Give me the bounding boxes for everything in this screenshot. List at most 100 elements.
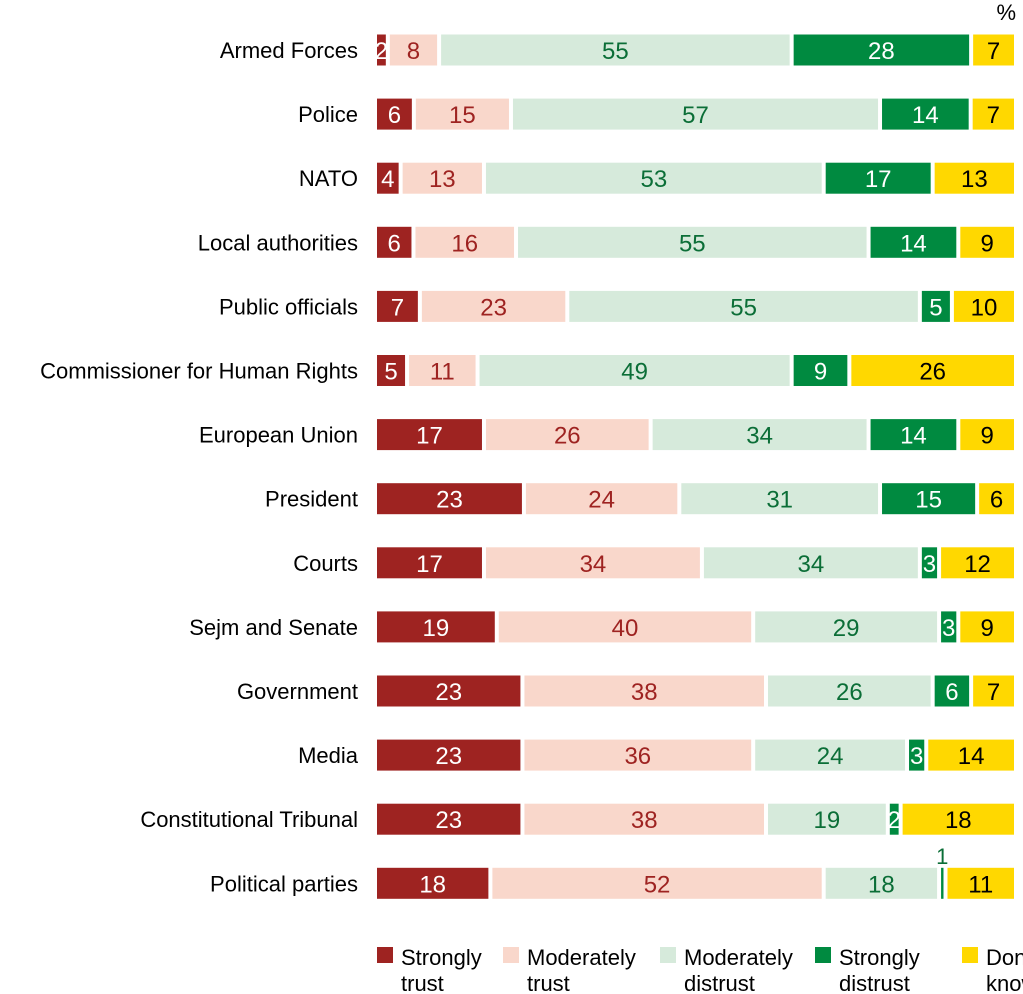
data-label: 6 <box>945 679 958 706</box>
bar-segment <box>979 483 1014 515</box>
data-label: 9 <box>980 230 993 257</box>
data-label: 7 <box>391 294 404 321</box>
bar-segment <box>377 611 495 643</box>
data-label: 6 <box>388 230 401 257</box>
legend-label: Don't <box>986 945 1023 970</box>
data-label: 38 <box>631 679 658 706</box>
bar-segment <box>409 355 476 386</box>
data-label: 15 <box>915 487 942 514</box>
bar-segment <box>870 226 957 258</box>
bar-segment <box>921 290 950 322</box>
data-label: 13 <box>429 166 456 193</box>
bar-segment <box>377 547 482 579</box>
data-label: 5 <box>929 294 942 321</box>
data-label: 15 <box>449 102 476 129</box>
category-label: European Union <box>199 423 358 448</box>
bar-segment <box>889 803 899 835</box>
data-label: 17 <box>416 551 443 578</box>
legend-swatch <box>377 947 393 963</box>
data-label: 23 <box>436 487 463 514</box>
bar-segment <box>569 290 918 322</box>
bar-segment <box>941 867 944 899</box>
data-label: 9 <box>980 423 993 450</box>
category-label: NATO <box>299 166 358 191</box>
bar-segment <box>703 547 918 579</box>
data-label: 11 <box>968 871 993 898</box>
legend-swatch <box>962 947 978 963</box>
category-label: Courts <box>293 551 358 576</box>
data-label: 8 <box>407 38 420 65</box>
bar-segment <box>972 98 1014 130</box>
bar-segment <box>960 419 1014 451</box>
category-label: Sejm and Senate <box>189 615 358 640</box>
bar-segment <box>953 290 1014 322</box>
data-label: 55 <box>602 38 629 65</box>
data-label: 14 <box>900 423 927 450</box>
data-label: 14 <box>900 230 927 257</box>
data-label: 3 <box>923 551 936 578</box>
data-label: 2 <box>375 38 388 65</box>
bar-segment <box>947 867 1014 899</box>
bar-segment <box>377 867 489 899</box>
bar-segment <box>681 483 879 515</box>
bar-segment <box>402 162 482 194</box>
legend-label: Moderately <box>684 945 793 970</box>
data-label: 3 <box>942 615 955 642</box>
data-label: 38 <box>631 807 658 834</box>
bar-segment <box>652 419 867 451</box>
data-label: 26 <box>836 679 863 706</box>
legend-swatch <box>503 947 519 963</box>
bar-segment <box>485 419 649 451</box>
bar-segment <box>524 803 765 835</box>
bar-segment <box>755 611 938 643</box>
category-label: Political parties <box>210 871 358 896</box>
data-label: 6 <box>990 487 1003 514</box>
bar-segment <box>928 739 1014 771</box>
bar-segment <box>415 98 509 130</box>
unit-label: % <box>996 0 1016 25</box>
data-label: 52 <box>644 871 671 898</box>
data-label: 17 <box>416 423 443 450</box>
bar-segment <box>377 419 482 451</box>
legend-label: distrust <box>839 971 910 994</box>
bar-segment <box>825 162 931 194</box>
category-label: Media <box>298 743 359 768</box>
data-label: 57 <box>682 102 709 129</box>
bar-segment <box>768 675 931 707</box>
bar-segment <box>377 675 521 707</box>
bar-segment <box>902 803 1014 835</box>
legend-label: Strongly <box>401 945 482 970</box>
data-label: 23 <box>480 294 507 321</box>
data-label: 40 <box>612 615 639 642</box>
data-label: 55 <box>679 230 706 257</box>
bar-segment <box>485 547 700 579</box>
data-label: 34 <box>746 423 773 450</box>
data-label: 49 <box>621 359 648 386</box>
data-label: 18 <box>945 807 972 834</box>
data-label: 24 <box>588 487 615 514</box>
bar-segment <box>479 355 790 386</box>
legend-swatch <box>815 947 831 963</box>
category-label: President <box>265 487 358 512</box>
bar-segment <box>377 98 412 130</box>
bar-segment <box>377 355 406 386</box>
data-label: 2 <box>888 807 901 834</box>
data-label: 11 <box>430 359 455 386</box>
bar-segment <box>934 675 970 707</box>
data-label: 53 <box>640 166 667 193</box>
bar-segment <box>421 290 566 322</box>
data-label: 18 <box>868 871 895 898</box>
legend-swatch <box>660 947 676 963</box>
bar-segment <box>377 290 418 322</box>
data-label: 31 <box>766 487 793 514</box>
data-label: 14 <box>912 102 939 129</box>
bar-segment <box>441 34 790 66</box>
bar-segment <box>793 355 848 386</box>
legend-label: distrust <box>684 971 755 994</box>
legend-label: trust <box>527 971 570 994</box>
data-label: 14 <box>958 743 985 770</box>
category-label: Police <box>298 102 358 127</box>
bar-segment <box>941 547 1014 579</box>
bar-segment <box>793 34 970 66</box>
data-label: 24 <box>817 743 844 770</box>
